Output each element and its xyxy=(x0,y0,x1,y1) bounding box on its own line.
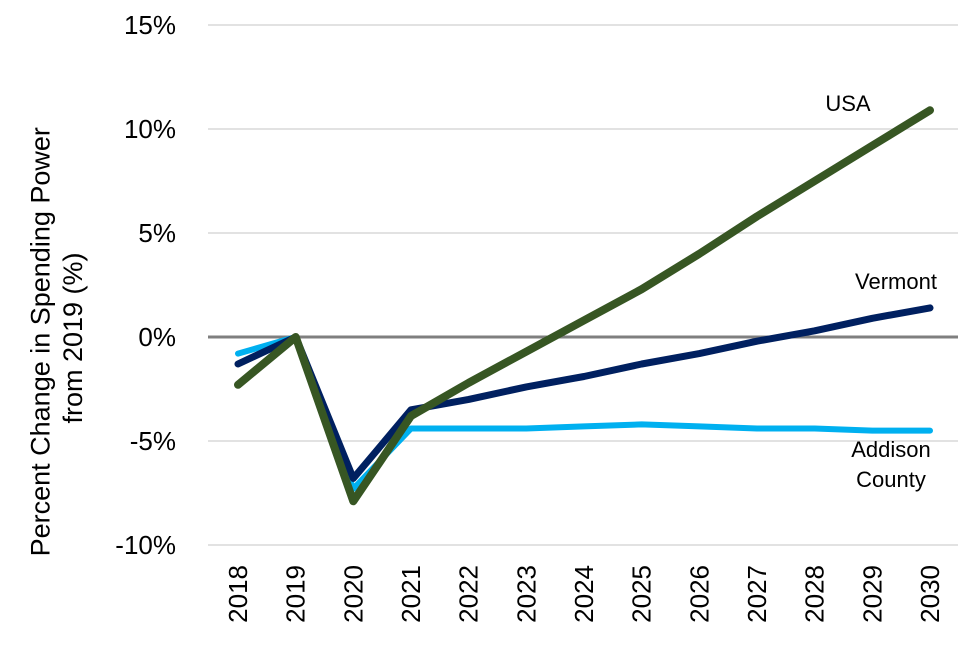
x-tick-label: 2025 xyxy=(627,565,657,623)
x-tick-label: 2026 xyxy=(684,565,714,623)
x-tick-label: 2023 xyxy=(511,565,541,623)
x-tick-label: 2021 xyxy=(396,565,426,623)
y-axis-label: Percent Change in Spending Power from 20… xyxy=(26,120,88,557)
series-line-addison-county xyxy=(235,334,933,492)
x-tick-label: 2024 xyxy=(569,565,599,623)
y-tick-label: -5% xyxy=(130,426,176,456)
x-tick-label: 2028 xyxy=(800,565,830,623)
series-label-vermont: Vermont xyxy=(855,269,937,294)
y-tick-label: -10% xyxy=(115,530,176,560)
y-axis-tick-labels: -10% -5% 0% 5% 10% 15% xyxy=(115,10,176,560)
series-labels: Addison County Vermont USA xyxy=(825,91,937,492)
x-tick-label: 2022 xyxy=(454,565,484,623)
x-tick-label: 2020 xyxy=(338,565,368,623)
series-line-usa xyxy=(234,106,934,506)
y-tick-label: 15% xyxy=(124,10,176,40)
x-tick-label: 2030 xyxy=(915,565,945,623)
x-tick-label: 2018 xyxy=(223,565,253,623)
y-tick-label: 10% xyxy=(124,114,176,144)
x-tick-label: 2029 xyxy=(857,565,887,623)
x-tick-label: 2019 xyxy=(281,565,311,623)
x-axis-tick-labels: 2018 2019 2020 2021 2022 2023 2024 2025 2026 2027… xyxy=(223,565,945,623)
y-tick-label: 0% xyxy=(138,322,176,352)
x-tick-label: 2027 xyxy=(742,565,772,623)
series-lines xyxy=(234,106,934,506)
series-label-addison-county: Addison County xyxy=(851,437,931,492)
series-line-vermont xyxy=(234,304,934,482)
y-tick-label: 5% xyxy=(138,218,176,248)
series-label-usa: USA xyxy=(825,91,871,116)
